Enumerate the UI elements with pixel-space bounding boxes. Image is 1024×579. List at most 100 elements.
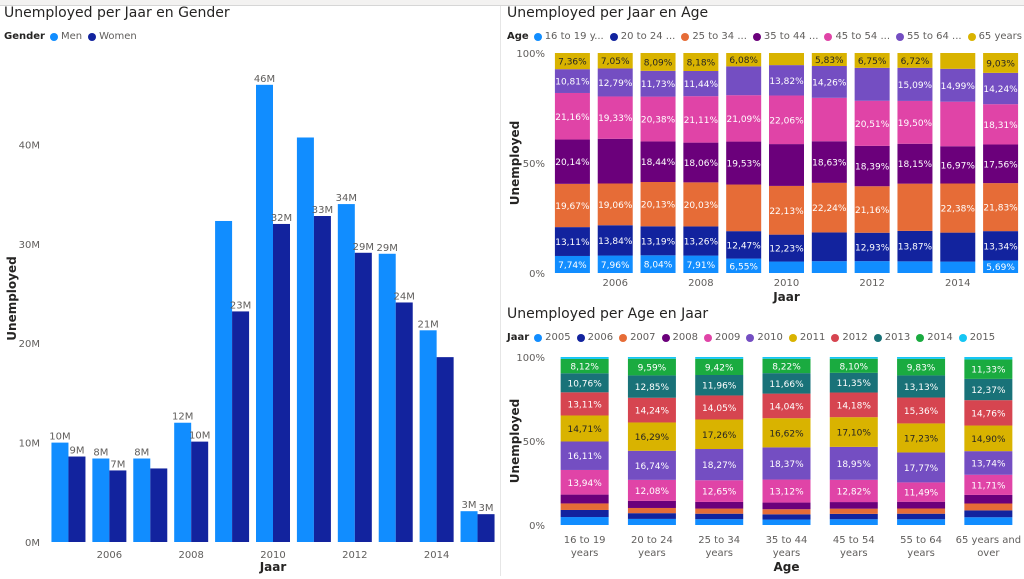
data-label: 20,14% xyxy=(555,158,590,168)
data-label: 16,62% xyxy=(769,429,804,439)
x-tick-label: 2008 xyxy=(178,550,203,561)
legend-item[interactable]: 2011 xyxy=(788,332,825,343)
legend-item[interactable]: 25 to 34 ... xyxy=(681,31,747,42)
bar-segment xyxy=(640,70,676,97)
data-label: 13,84% xyxy=(598,237,633,247)
legend-swatch xyxy=(619,333,628,342)
legend-item[interactable]: 2015 xyxy=(958,332,995,343)
bar-segment xyxy=(597,225,633,256)
data-label: 10,76% xyxy=(567,379,602,389)
data-label: 18,31% xyxy=(983,121,1018,131)
bar-segment xyxy=(560,357,609,359)
legend-item[interactable]: 45 to 54 ... xyxy=(824,31,890,42)
data-label: 21,11% xyxy=(684,116,719,126)
y-tick-label: 30M xyxy=(19,240,40,251)
bar-segment xyxy=(762,418,811,448)
bar-women xyxy=(109,470,127,542)
bar-segment xyxy=(854,100,890,146)
legend-item[interactable]: 2008 xyxy=(661,332,698,343)
legend-swatch xyxy=(916,333,925,342)
x-tick-label: 2012 xyxy=(859,278,884,289)
x-tick-label: 45 to 54 xyxy=(833,535,875,546)
bar-segment xyxy=(940,232,976,262)
legend-item[interactable]: 2014 xyxy=(916,332,953,343)
x-tick-label: years xyxy=(773,548,801,559)
y-tick-label: 100% xyxy=(516,353,545,364)
legend-item[interactable]: Men xyxy=(49,31,82,42)
legend-item[interactable]: Women xyxy=(88,31,137,42)
bar-segment xyxy=(695,374,744,396)
chart-panel-age[interactable]: Unemployed per Jaar en Age Age 16 to 19 y… xyxy=(503,5,1024,305)
bar-segment xyxy=(695,449,744,481)
bar-segment xyxy=(683,96,719,143)
bar-segment xyxy=(983,53,1019,73)
data-label: 20,13% xyxy=(641,201,676,211)
legend-item[interactable]: 2013 xyxy=(873,332,910,343)
data-label: 17,10% xyxy=(837,429,872,439)
legend-item[interactable]: 20 to 24 ... xyxy=(609,31,675,42)
legend-swatch xyxy=(576,333,585,342)
data-label: 12,93% xyxy=(855,243,890,253)
x-tick-label: 35 to 44 xyxy=(766,535,808,546)
data-label: 14,18% xyxy=(837,401,872,411)
x-tick-label: 2008 xyxy=(688,278,713,289)
legend-item[interactable]: 2010 xyxy=(746,332,783,343)
data-label: 8,04% xyxy=(644,261,673,271)
legend-item[interactable]: 55 to 64 ... xyxy=(896,31,962,42)
bar-segment xyxy=(762,479,811,503)
bar-segment xyxy=(897,397,946,424)
bar-women xyxy=(273,223,290,543)
x-tick-label: 55 to 64 xyxy=(900,535,942,546)
data-label: 17,56% xyxy=(983,160,1018,170)
bar-segment xyxy=(829,479,878,503)
bar-segment xyxy=(897,183,933,231)
bar-segment xyxy=(769,95,804,145)
legend-item[interactable]: 2007 xyxy=(619,332,656,343)
bar-segment xyxy=(597,183,633,226)
bar-segment xyxy=(640,53,676,71)
bar-segment xyxy=(627,397,676,423)
bar-men xyxy=(296,137,314,543)
chart-panel-gender[interactable]: Unemployed per Jaar en Gender Gender Men W… xyxy=(0,5,500,579)
data-label: 13,12% xyxy=(769,488,804,498)
data-label: 9M xyxy=(69,446,84,457)
legend-item[interactable]: 2006 xyxy=(576,332,613,343)
data-label: 13,34% xyxy=(983,242,1018,252)
bar-women xyxy=(191,441,209,542)
legend-item[interactable]: 65 years ... xyxy=(967,31,1024,42)
bar-men xyxy=(419,330,437,542)
bar-men xyxy=(460,511,478,542)
bar-segment xyxy=(829,519,878,525)
bar-segment xyxy=(560,503,609,510)
x-tick-label: years xyxy=(571,548,599,559)
legend-item[interactable]: 2012 xyxy=(831,332,868,343)
bar-women xyxy=(436,357,454,542)
x-tick-label: years xyxy=(705,548,733,559)
chart-panel-age-year[interactable]: Unemployed per Age en Jaar Jaar 2005 2006 2… xyxy=(503,306,1024,579)
legend-swatch xyxy=(703,333,712,342)
data-label: 11,96% xyxy=(702,382,737,392)
legend-item[interactable]: 16 to 19 y... xyxy=(533,31,604,42)
bar-segment xyxy=(726,95,762,142)
data-label: 18,44% xyxy=(641,158,676,168)
bar-segment xyxy=(762,514,811,520)
data-label: 13,11% xyxy=(555,238,590,248)
x-tick-label: years xyxy=(840,548,868,559)
data-label: 46M xyxy=(254,74,275,85)
bar-segment xyxy=(897,452,946,483)
bar-segment xyxy=(897,261,933,273)
legend-label: 45 to 54 ... xyxy=(835,31,890,42)
legend-item[interactable]: 2009 xyxy=(703,332,740,343)
bar-segment xyxy=(983,104,1019,145)
y-tick-label: 50% xyxy=(523,437,545,448)
bar-segment xyxy=(726,231,762,259)
bar-segment xyxy=(829,392,878,418)
legend-swatch xyxy=(661,333,670,342)
legend-item[interactable]: 35 to 44 ... xyxy=(752,31,818,42)
legend-item[interactable]: 2005 xyxy=(534,332,571,343)
bar-segment xyxy=(627,357,676,359)
data-label: 22,24% xyxy=(812,204,847,214)
data-label: 7M xyxy=(110,459,125,470)
data-label: 14,76% xyxy=(971,409,1006,419)
data-label: 11,35% xyxy=(837,379,872,389)
